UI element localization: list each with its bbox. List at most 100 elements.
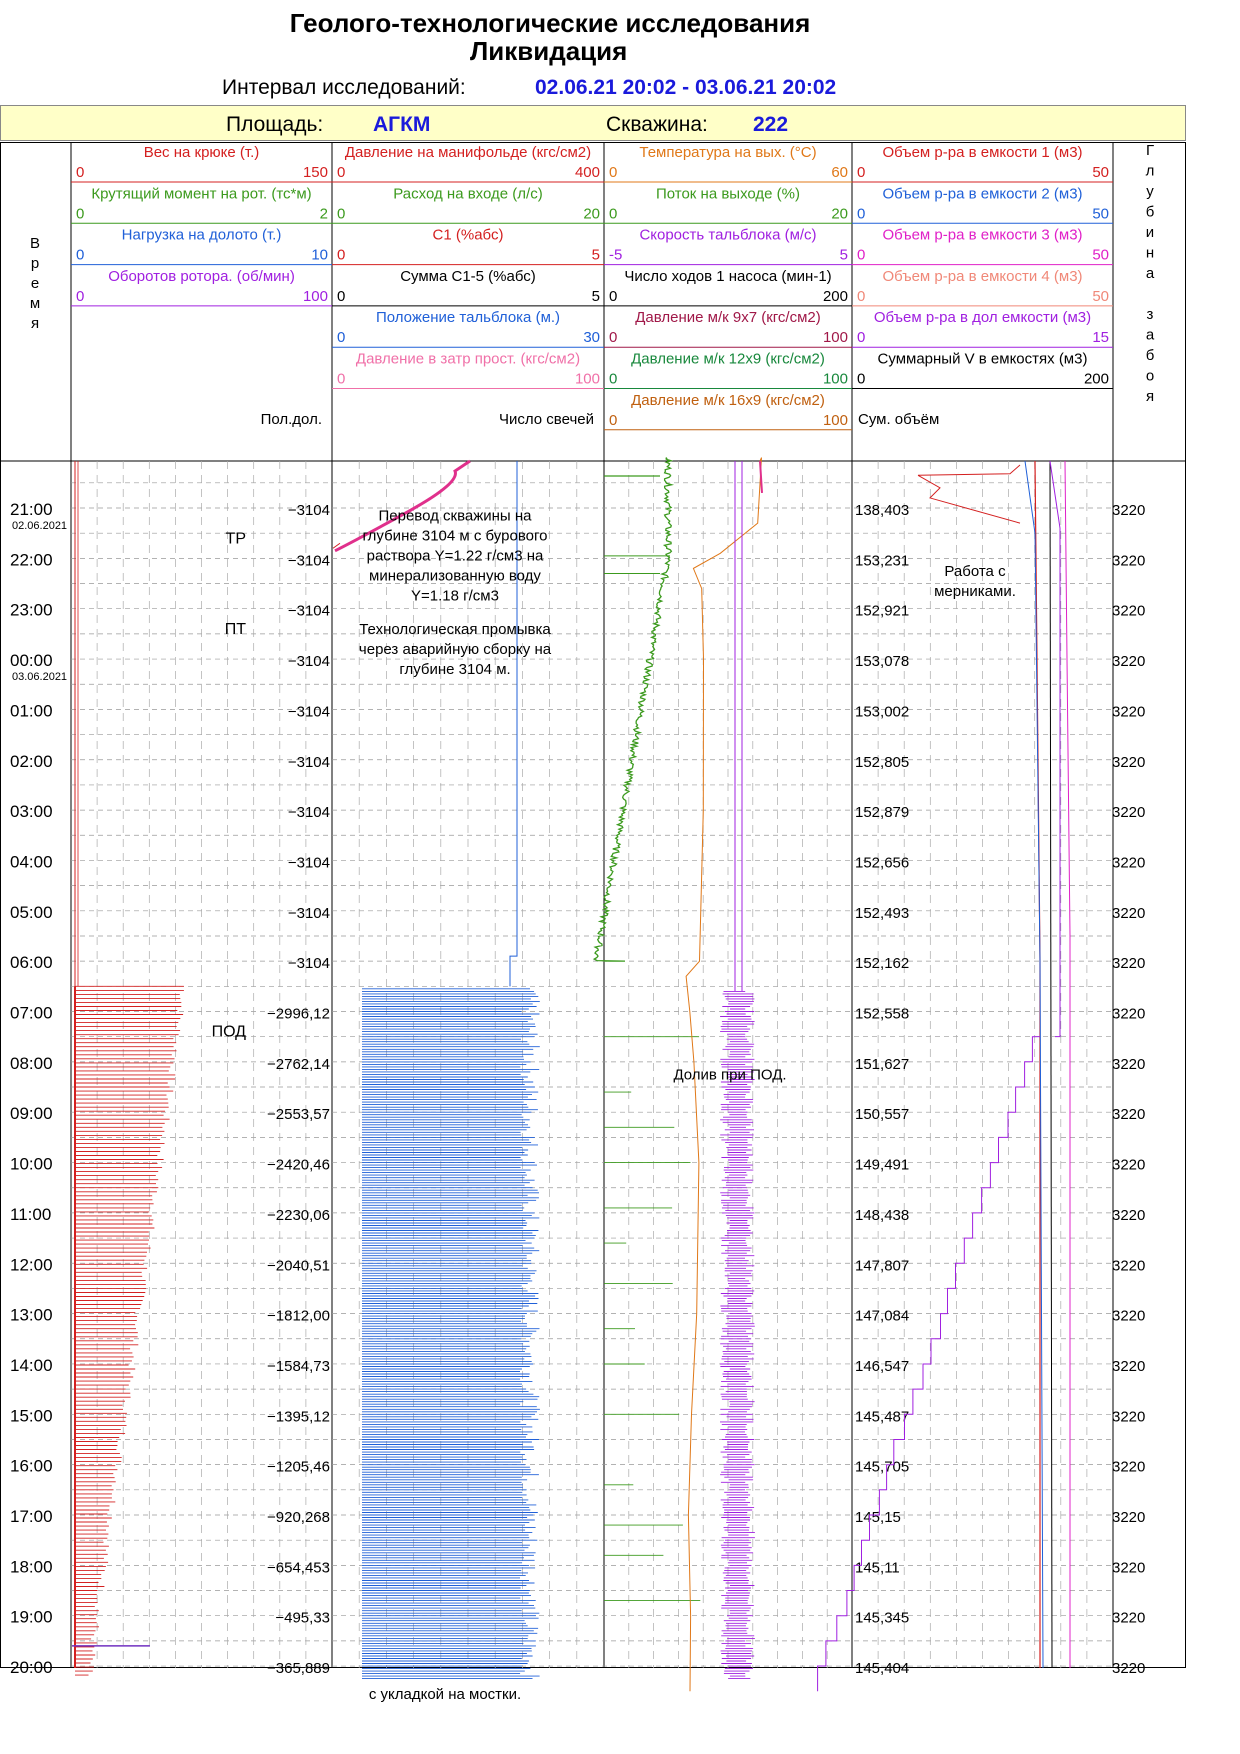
param-min: 0 — [609, 288, 617, 305]
param-max: 15 — [1092, 329, 1109, 346]
bottom-depth-label: 3220 — [1112, 1157, 1145, 1174]
time-label: 13:00 — [10, 1306, 53, 1325]
time-label: 15:00 — [10, 1406, 53, 1425]
annotation-text: Технологическая промывка — [359, 621, 551, 638]
param-name: Число ходов 1 насоса (мин-1) — [624, 268, 831, 285]
block-speed-static — [734, 461, 743, 992]
date-label: 02.06.2021 — [12, 520, 67, 532]
param-max: 100 — [823, 412, 848, 429]
bottom-depth-label: 3220 — [1112, 1660, 1145, 1677]
temperature-curve — [685, 457, 762, 1692]
annotation-text: Перевод скважины на — [378, 508, 532, 525]
time-label: 09:00 — [10, 1104, 53, 1123]
param-min: 0 — [857, 164, 865, 181]
sum-volume-label: 152,921 — [855, 603, 909, 620]
annulus-pressure-curve — [334, 459, 471, 553]
param-max: 50 — [1092, 247, 1109, 264]
sum-volume-label: 152,162 — [855, 955, 909, 972]
param-max: 100 — [823, 329, 848, 346]
bit-position-label: −3104 — [288, 502, 330, 519]
block-speed-curve — [720, 990, 755, 1680]
param-min: 0 — [337, 371, 345, 388]
interval-value: 02.06.21 20:02 - 03.06.21 20:02 — [535, 76, 837, 99]
depth-header-letter: н — [1146, 245, 1154, 262]
sum-volume-label: 149,491 — [855, 1157, 909, 1174]
date-label: 03.06.2021 — [12, 671, 67, 683]
param-name: Давление в затр прост. (кгс/см2) — [356, 351, 580, 368]
param-max: 100 — [575, 371, 600, 388]
time-label: 06:00 — [10, 953, 53, 972]
bottom-depth-label: 3220 — [1112, 955, 1145, 972]
annotation-text: минерализованную воду — [369, 568, 541, 585]
param-name: Оборотов ротора. (об/мин) — [108, 268, 295, 285]
depth-header-letter: а — [1146, 265, 1155, 282]
operation-label: ПТ — [225, 621, 247, 638]
param-name: Объем р-ра в емкости 4 (м3) — [882, 268, 1082, 285]
pressure-mk-curve — [759, 460, 763, 493]
track-footer: Сум. объём — [858, 411, 939, 428]
sum-volume-label: 146,547 — [855, 1358, 909, 1375]
bit-position-label: −365,889 — [267, 1660, 330, 1677]
depth-header-letter: я — [1146, 388, 1154, 405]
depth-header-letter: Г — [1146, 142, 1154, 159]
bit-position-label: −2230,06 — [267, 1207, 330, 1224]
time-label: 07:00 — [10, 1004, 53, 1023]
param-min: 0 — [337, 329, 345, 346]
param-name: Давление на манифольде (кгс/см2) — [345, 144, 591, 161]
depth-header-letter: у — [1146, 183, 1154, 200]
param-min: 0 — [76, 164, 84, 181]
time-label: 12:00 — [10, 1255, 53, 1274]
bottom-depth-label: 3220 — [1112, 1509, 1145, 1526]
flow-out-curve — [592, 457, 675, 962]
sum-volume-label: 147,807 — [855, 1257, 909, 1274]
time-label: 16:00 — [10, 1457, 53, 1476]
param-name: Объем р-ра в емкости 2 (м3) — [882, 185, 1082, 202]
bit-position-label: −3104 — [288, 703, 330, 720]
param-name: Вес на крюке (т.) — [144, 144, 260, 161]
param-name: Поток на выходе (%) — [656, 185, 800, 202]
manifold-pressure-curve — [332, 542, 341, 549]
param-max: 20 — [583, 205, 600, 222]
param-min: 0 — [857, 205, 865, 222]
param-min: 0 — [609, 205, 617, 222]
time-label: 18:00 — [10, 1557, 53, 1576]
time-label: 23:00 — [10, 601, 53, 620]
param-max: 5 — [592, 288, 600, 305]
time-label: 05:00 — [10, 903, 53, 922]
depth-header-letter: о — [1146, 368, 1154, 385]
param-name: Скорость тальблока (м/с) — [639, 227, 816, 244]
sum-volume-label: 150,557 — [855, 1106, 909, 1123]
time-label: 17:00 — [10, 1507, 53, 1526]
param-name: Давление м/к 9х7 (кгс/см2) — [635, 309, 820, 326]
depth-header-letter: л — [1146, 163, 1155, 180]
depth-header-letter: а — [1146, 327, 1155, 344]
tank3-curve — [1064, 460, 1071, 1668]
tank-transfer-curve — [917, 464, 1021, 524]
time-header-letter: м — [30, 295, 40, 312]
param-max: 5 — [592, 247, 600, 264]
trip-tank-curve — [817, 1036, 1041, 1692]
time-label: 03:00 — [10, 802, 53, 821]
bottom-depth-label: 3220 — [1112, 905, 1145, 922]
param-name: Объем р-ра в дол емкости (м3) — [874, 309, 1091, 326]
param-min: 0 — [857, 371, 865, 388]
param-name: Давление м/к 16х9 (кгс/см2) — [631, 392, 825, 409]
time-label: 10:00 — [10, 1155, 53, 1174]
param-name: Положение тальблока (м.) — [376, 309, 560, 326]
bit-position-label: −2040,51 — [267, 1257, 330, 1274]
flow-in-pulses — [604, 1036, 701, 1602]
param-min: 0 — [609, 371, 617, 388]
bit-position-label: −1395,12 — [267, 1408, 330, 1425]
sum-volume-label: 145,487 — [855, 1408, 909, 1425]
bit-position-label: −3104 — [288, 653, 330, 670]
depth-header-letter: з — [1147, 306, 1154, 323]
param-max: 60 — [831, 164, 848, 181]
block-position-static — [509, 461, 518, 987]
bit-position-label: −3104 — [288, 603, 330, 620]
sum-volume-label: 152,493 — [855, 905, 909, 922]
param-min: -5 — [609, 247, 622, 264]
param-min: 0 — [609, 164, 617, 181]
param-min: 0 — [337, 247, 345, 264]
bit-position-label: −3104 — [288, 955, 330, 972]
